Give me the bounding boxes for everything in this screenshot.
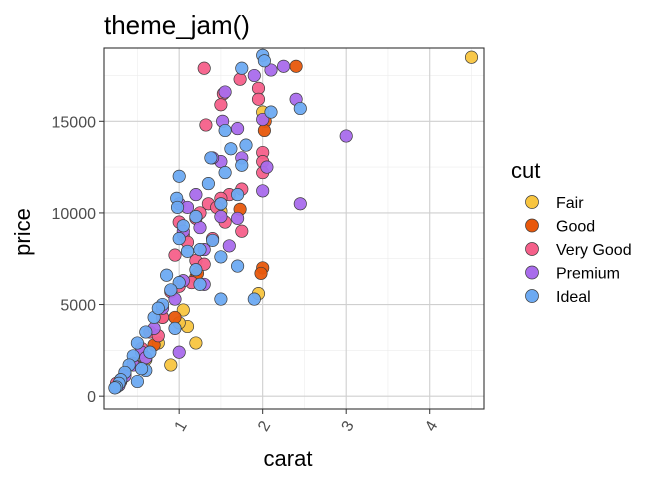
data-point-ideal xyxy=(139,325,153,339)
data-point-ideal xyxy=(130,374,144,389)
data-point-ideal xyxy=(231,259,245,273)
data-point-very-good xyxy=(251,92,266,106)
x-axis-title: carat xyxy=(264,446,313,471)
data-point-premium xyxy=(172,345,186,359)
legend-key-premium xyxy=(525,265,539,280)
data-point-ideal xyxy=(170,200,185,214)
data-point-ideal xyxy=(130,336,144,350)
data-point-ideal xyxy=(180,244,195,258)
data-point-ideal xyxy=(151,301,165,315)
legend-key-good xyxy=(525,218,539,233)
data-point-very-good xyxy=(235,224,249,238)
data-point-ideal xyxy=(172,232,186,246)
data-point-premium xyxy=(222,239,236,253)
data-point-premium xyxy=(189,188,203,202)
data-point-ideal xyxy=(235,158,249,172)
data-point-fair xyxy=(164,358,178,372)
data-point-good xyxy=(257,123,271,138)
data-point-premium xyxy=(264,63,278,77)
data-point-ideal xyxy=(135,362,149,376)
data-point-ideal xyxy=(108,381,122,395)
data-point-ideal xyxy=(204,151,218,165)
data-point-premium xyxy=(231,122,245,136)
data-point-ideal xyxy=(257,54,271,68)
data-point-ideal xyxy=(168,321,182,335)
legend-key-ideal xyxy=(525,289,539,303)
legend-label-ideal: Ideal xyxy=(556,289,591,306)
y-tick-label: 0 xyxy=(87,389,96,406)
data-point-ideal xyxy=(193,243,207,257)
data-point-ideal xyxy=(172,276,186,290)
data-point-very-good xyxy=(199,118,213,132)
panel-border xyxy=(103,47,485,410)
data-point-ideal xyxy=(239,138,253,152)
data-point-ideal xyxy=(189,210,203,224)
data-point-very-good xyxy=(233,72,247,86)
y-tick-label: 15000 xyxy=(52,114,97,131)
data-point-ideal xyxy=(214,197,228,211)
data-point-premium xyxy=(231,211,245,225)
data-point-ideal xyxy=(201,177,215,191)
data-point-ideal xyxy=(224,142,238,156)
data-point-ideal xyxy=(214,250,228,264)
data-point-ideal xyxy=(247,292,261,306)
data-point-ideal xyxy=(176,219,190,233)
legend-label-good: Good xyxy=(556,219,595,236)
data-point-ideal xyxy=(164,283,178,297)
data-point-ideal xyxy=(206,233,220,247)
y-tick-label: 5000 xyxy=(60,298,96,315)
data-point-fair xyxy=(464,50,479,64)
data-point-premium xyxy=(260,160,274,174)
data-point-ideal xyxy=(214,292,228,306)
data-point-ideal xyxy=(189,263,203,277)
data-point-ideal xyxy=(264,105,278,119)
data-point-premium xyxy=(214,210,228,224)
data-point-ideal xyxy=(218,166,232,180)
data-point-ideal xyxy=(235,61,249,75)
data-point-premium xyxy=(256,184,270,198)
y-tick-label: 10000 xyxy=(52,206,97,223)
data-point-very-good xyxy=(168,248,182,262)
legend: cut Fair Good Very Good Premium Ideal xyxy=(511,158,632,306)
data-point-premium xyxy=(293,197,307,211)
data-point-good xyxy=(254,266,268,280)
data-point-premium xyxy=(339,129,353,143)
y-axis-title: price xyxy=(10,208,35,256)
legend-title: cut xyxy=(511,158,540,183)
data-point-very-good xyxy=(197,61,211,75)
y-axis: 0 5000 10000 15000 xyxy=(52,114,104,406)
data-point-ideal xyxy=(143,345,157,359)
data-point-ideal xyxy=(293,101,307,116)
data-point-ideal xyxy=(231,188,245,202)
legend-label-premium: Premium xyxy=(556,266,620,283)
data-point-ideal xyxy=(172,169,186,183)
data-point-fair xyxy=(189,336,203,350)
data-point-premium xyxy=(277,59,291,73)
data-point-ideal xyxy=(218,123,232,138)
data-point-ideal xyxy=(160,268,174,282)
chart-title: theme_jam() xyxy=(104,10,250,40)
legend-label-very-good: Very Good xyxy=(556,242,632,259)
legend-label-fair: Fair xyxy=(556,195,584,212)
data-point-good xyxy=(289,59,303,73)
data-point-premium xyxy=(193,221,207,235)
data-point-premium xyxy=(247,68,261,83)
plot-area xyxy=(103,47,485,410)
legend-key-very-good xyxy=(525,242,539,256)
data-point-premium xyxy=(256,112,270,127)
data-point-premium xyxy=(218,85,232,99)
data-point-very-good xyxy=(251,81,266,95)
data-point-fair xyxy=(176,303,190,317)
data-point-very-good xyxy=(214,98,228,112)
legend-key-fair xyxy=(525,195,539,209)
data-point-ideal xyxy=(193,277,207,291)
data-point-good xyxy=(168,310,182,324)
